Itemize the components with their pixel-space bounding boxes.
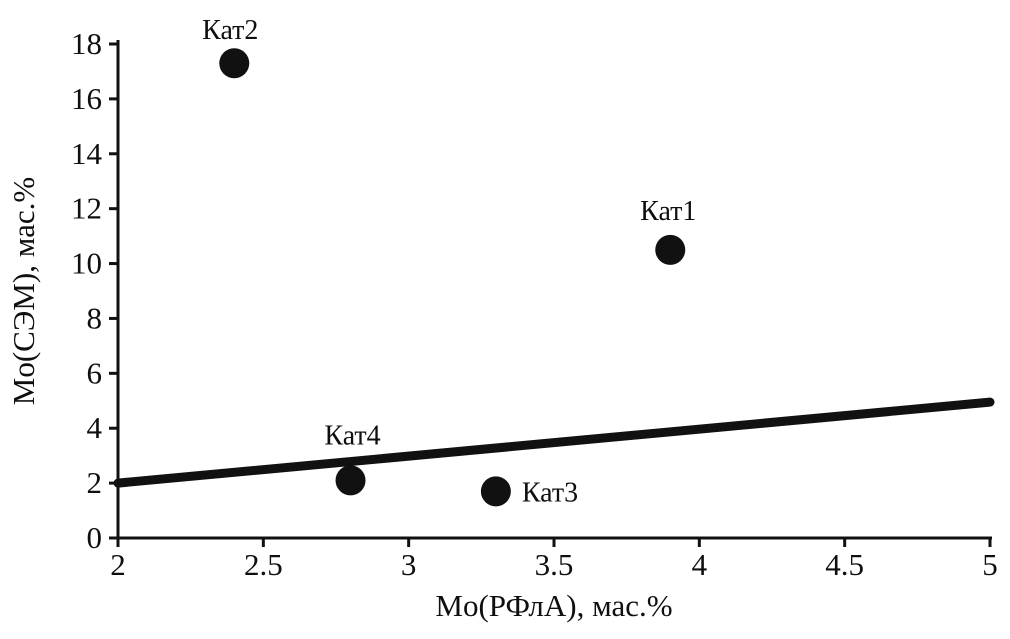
point-label-4: Кат3	[522, 477, 578, 508]
x-tick-label-3: 3.5	[535, 547, 574, 582]
y-tick-label-3: 6	[87, 355, 103, 390]
point-label-1: Кат2	[202, 15, 258, 46]
y-tick-label-6: 12	[71, 191, 102, 226]
trend-line	[113, 397, 995, 488]
y-tick-label-8: 16	[71, 81, 102, 116]
point-label-2: Кат1	[640, 196, 696, 227]
x-tick-label-4: 4	[692, 547, 708, 582]
y-tick-label-5: 10	[71, 246, 102, 281]
y-tick-label-2: 4	[87, 410, 103, 445]
data-point-2	[655, 234, 686, 265]
x-axis-title: Mo(РФлА), мас.%	[435, 588, 672, 623]
y-axis-title: Mo(СЭМ), мас.%	[6, 177, 41, 405]
x-tick-label-6: 5	[982, 547, 998, 582]
x-tick-label-1: 2.5	[244, 547, 283, 582]
data-point-1	[219, 48, 250, 79]
y-tick-label-1: 2	[87, 465, 103, 500]
x-tick-label-2: 3	[401, 547, 417, 582]
data-point-4	[480, 476, 511, 507]
y-tick-label-4: 8	[87, 300, 103, 335]
y-tick-label-0: 0	[87, 520, 103, 555]
x-tick-label-5: 4.5	[825, 547, 864, 582]
y-tick-label-7: 14	[71, 136, 103, 171]
y-tick-label-9: 18	[71, 26, 102, 61]
x-tick-label-0: 2	[110, 547, 126, 582]
data-point-3	[335, 465, 366, 496]
point-label-3: Кат4	[324, 420, 380, 451]
